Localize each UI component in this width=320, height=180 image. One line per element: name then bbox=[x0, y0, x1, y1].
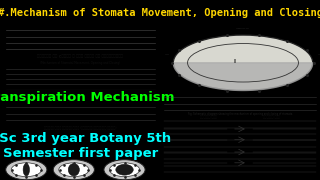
Text: —: — bbox=[317, 52, 320, 56]
Text: Transpiration Mechanism: Transpiration Mechanism bbox=[0, 91, 174, 104]
Text: अंधेरे में: अंधेरे में bbox=[200, 115, 217, 119]
Ellipse shape bbox=[6, 160, 47, 180]
Text: Semester first paper: Semester first paper bbox=[3, 147, 158, 160]
Ellipse shape bbox=[23, 164, 29, 176]
Ellipse shape bbox=[53, 160, 94, 180]
Text: BSc 3rd year Botany 5th: BSc 3rd year Botany 5th bbox=[0, 132, 171, 145]
Ellipse shape bbox=[116, 164, 133, 175]
Text: (Mechanism of Stomatal Movement, Opening and Closing): (Mechanism of Stomatal Movement, Opening… bbox=[40, 61, 120, 65]
Ellipse shape bbox=[11, 163, 41, 177]
Ellipse shape bbox=[59, 163, 89, 177]
Text: रन्ध्र के خुलने व बंद होने की कार्यविधि: रन्ध्र के خुलने व बंद होने की कार्यविधि bbox=[37, 55, 123, 59]
Ellipse shape bbox=[173, 35, 313, 91]
Text: Fig. Schematic diagram showing the mechanism of opening and closing of stomata: Fig. Schematic diagram showing the mecha… bbox=[188, 112, 292, 116]
Text: —: — bbox=[164, 52, 169, 56]
Text: रन्ध्र देखो रन्ध्र देखो (संबंधित पुस्तिका देखें): रन्ध्र देखो रन्ध्र देखो (संबंधित पुस्तिक… bbox=[44, 125, 116, 129]
Ellipse shape bbox=[104, 160, 145, 180]
Text: #.Mechanism of Stomata Movement, Opening and Closing: #.Mechanism of Stomata Movement, Opening… bbox=[0, 8, 320, 18]
Text: II: II bbox=[234, 59, 236, 64]
Polygon shape bbox=[173, 63, 313, 91]
Ellipse shape bbox=[109, 163, 140, 177]
Ellipse shape bbox=[68, 164, 79, 176]
Text: प्रकाश में: प्रकाश में bbox=[263, 115, 280, 119]
Text: ————: ———— bbox=[236, 26, 250, 30]
